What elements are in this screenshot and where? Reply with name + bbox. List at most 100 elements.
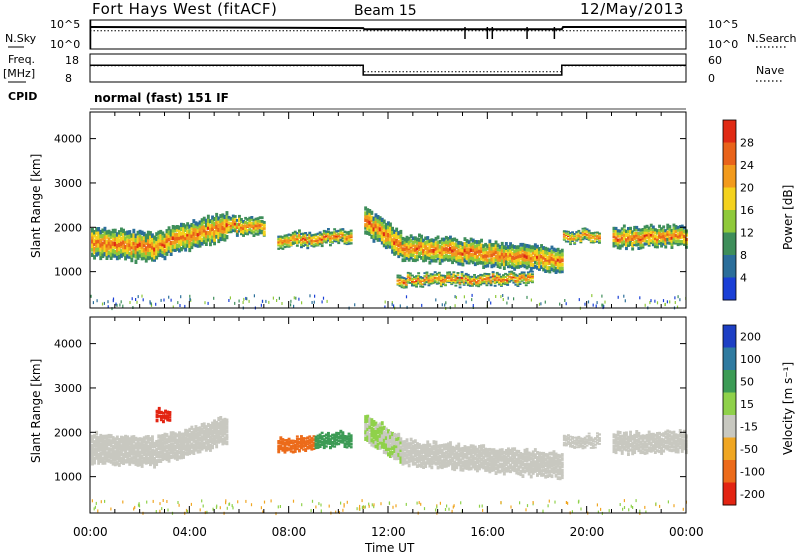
data-cell [581,440,585,443]
data-cell [478,459,481,463]
data-cell [564,236,568,239]
data-cell [585,233,589,236]
ground-scatter-cell [388,501,390,505]
data-cell [587,229,591,232]
data-cell [132,459,136,465]
data-cell [146,251,150,257]
data-cell [229,230,233,234]
data-cell [456,274,460,276]
ground-scatter-cell [500,501,502,505]
data-cell [614,438,618,442]
data-cell [631,435,635,439]
data-cell [523,247,527,251]
data-cell [492,448,496,452]
data-cell [647,442,651,446]
data-cell [674,439,678,443]
colorbar-segment [723,232,736,256]
data-cell [509,458,512,463]
data-cell [526,271,530,274]
data-cell [467,260,471,265]
data-cell [524,275,528,278]
data-cell [198,436,202,442]
data-cell [399,456,403,461]
data-cell [637,232,641,236]
data-cell [436,455,440,459]
data-cell [554,462,558,466]
data-cell [155,420,159,423]
data-cell [500,458,504,462]
data-cell [442,461,446,466]
data-cell [502,450,506,455]
data-cell [419,282,423,285]
data-cell [134,436,138,442]
data-cell [497,275,501,277]
data-cell [149,450,152,456]
data-cell [310,234,314,237]
data-cell [347,443,351,446]
data-cell [339,431,343,434]
data-cell [211,445,214,450]
data-cell [142,447,146,452]
data-cell [293,240,297,243]
data-cell [479,283,483,286]
data-cell [283,245,287,249]
data-cell [159,229,163,235]
data-cell [312,444,316,448]
data-cell [105,255,109,260]
freq-label: Freq. [8,53,35,66]
data-cell [514,279,518,282]
data-cell [434,454,438,458]
data-cell [403,254,407,259]
data-cell [426,252,430,257]
data-cell [122,440,125,445]
ground-scatter-cell [346,500,348,504]
data-cell [480,447,483,452]
data-cell [492,467,496,472]
data-cell [370,223,374,228]
data-cell [403,440,407,444]
data-cell [426,246,430,251]
data-cell [471,253,475,257]
data-cell [502,277,505,279]
colorbar-tick-label: 16 [740,204,754,217]
data-cell [306,436,310,439]
data-cell [283,240,287,244]
data-cell [281,241,285,244]
data-cell [678,231,682,235]
data-cell [660,244,663,248]
data-cell [483,275,487,277]
data-cell [155,447,159,452]
data-cell [573,242,577,245]
data-cell [567,440,570,443]
data-cell [151,452,154,458]
data-cell [167,237,171,242]
data-cell [598,237,601,240]
data-cell [457,442,461,447]
data-cell [225,421,229,426]
data-cell [159,450,163,455]
data-cell [140,441,144,447]
data-cell [320,435,324,438]
data-cell [511,265,514,269]
data-cell [138,245,142,250]
data-cell [376,435,380,440]
data-cell [453,255,457,259]
ground-scatter-cell [159,509,161,513]
data-cell [542,255,546,260]
data-cell [314,243,318,246]
ground-scatter-cell [100,500,102,504]
data-cell [413,258,417,263]
data-cell [151,233,154,238]
data-cell [157,411,161,414]
data-cell [157,238,161,243]
data-cell [476,255,479,259]
data-cell [465,455,469,460]
data-cell [469,466,473,471]
data-cell [514,283,518,286]
data-cell [146,451,150,457]
data-cell [614,239,618,243]
data-cell [389,237,392,242]
data-cell [562,236,566,238]
data-cell [399,252,403,257]
data-cell [107,229,111,235]
